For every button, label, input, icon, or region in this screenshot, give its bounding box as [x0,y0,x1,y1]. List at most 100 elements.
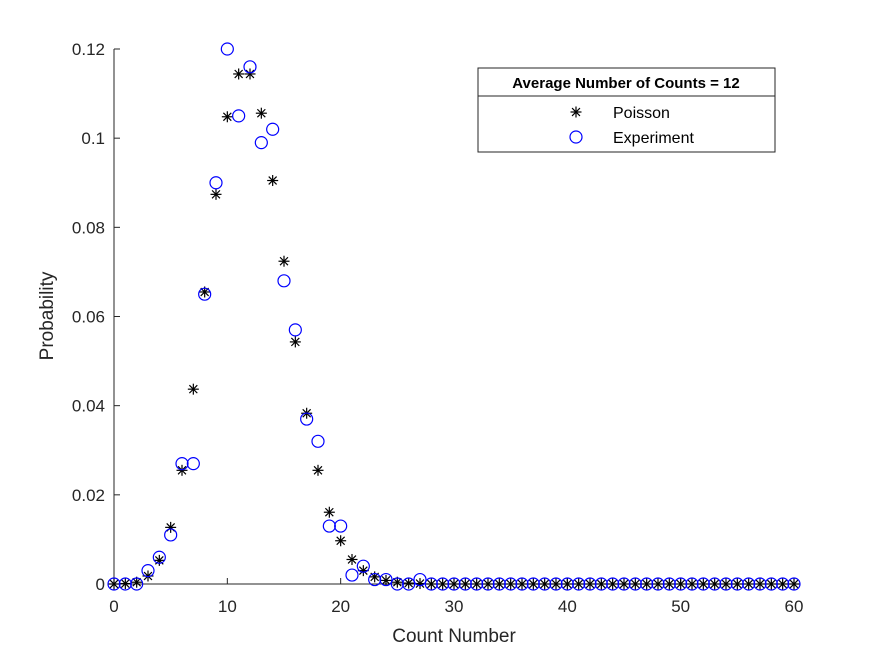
data-point-experiment [651,577,665,591]
data-point-experiment [515,577,529,591]
legend-title: Average Number of Counts = 12 [512,75,739,92]
data-point-experiment [492,577,506,591]
data-point-experiment [719,577,733,591]
data-point-experiment [118,577,132,591]
data-point-poisson [607,578,619,590]
legend-asterisk-icon [570,106,582,118]
data-point-experiment [368,572,382,587]
x-tick-label: 10 [218,597,237,616]
data-point-experiment [447,577,461,591]
data-point-experiment [742,577,756,591]
x-axis-label: Count Number [392,626,516,647]
y-tick-label: 0.04 [72,397,105,416]
data-point-poisson [312,464,324,476]
y-tick-label: 0.1 [81,129,105,148]
data-point-experiment [560,577,574,591]
data-point-poisson [323,506,335,518]
data-point-experiment [107,577,121,591]
data-point-poisson [505,578,517,590]
data-point-experiment [640,577,654,591]
data-point-experiment [379,572,393,587]
data-point-poisson [595,578,607,590]
legend-box [477,67,776,153]
series-experiment [107,42,801,591]
data-point-experiment [164,528,178,542]
data-point-experiment [322,519,336,533]
data-point-poisson [629,578,641,590]
data-point-poisson [471,578,483,590]
data-point-poisson [652,578,664,590]
y-tick-label: 0 [96,575,105,594]
data-point-poisson [618,578,630,590]
data-point-experiment [390,577,404,591]
x-tick-label: 0 [109,597,118,616]
data-point-experiment [594,577,608,591]
data-point-poisson [709,578,721,590]
y-tick-label: 0.08 [72,218,105,237]
data-point-poisson [233,68,245,80]
data-point-experiment [730,577,744,591]
data-point-experiment [152,550,166,564]
data-point-poisson [221,111,233,123]
data-point-experiment [345,568,359,582]
data-point-poisson [210,188,222,200]
data-point-experiment [277,274,291,288]
data-point-experiment [254,136,268,150]
data-point-poisson [165,521,177,533]
data-point-experiment [220,42,234,56]
data-point-experiment [549,577,563,591]
data-point-experiment [334,519,348,533]
data-point-poisson [697,578,709,590]
data-point-poisson [663,578,675,590]
data-point-poisson [754,578,766,590]
data-point-poisson [131,576,143,588]
data-point-poisson [539,578,551,590]
data-point-experiment [481,577,495,591]
data-point-experiment [753,577,767,591]
data-point-poisson [561,578,573,590]
data-point-poisson [777,578,789,590]
data-point-experiment [787,577,801,591]
data-point-experiment [764,577,778,591]
data-point-experiment [356,559,370,573]
data-point-experiment [198,287,212,301]
legend-marker-poisson [570,106,582,118]
data-point-experiment [628,577,642,591]
data-point-experiment [617,577,631,591]
data-point-poisson [119,578,131,590]
data-point-experiment [583,577,597,591]
legend: Average Number of Counts = 12 Poisson Ex… [477,67,776,153]
plot-area: 0 10 20 30 40 50 60 0 0.02 0.04 0.06 0.08 0.1 0.12 [72,40,804,616]
data-point-experiment [685,577,699,591]
data-point-experiment [311,434,325,448]
legend-entry-poisson: Poisson [613,105,670,122]
data-point-poisson [278,255,290,267]
data-point-poisson [550,578,562,590]
data-point-experiment [300,412,314,426]
y-axis-label: Probability [37,271,58,360]
data-point-experiment [424,577,438,591]
legend-entry-experiment: Experiment [613,130,694,147]
data-point-poisson [187,383,199,395]
data-point-poisson [765,578,777,590]
data-point-poisson [425,578,437,590]
data-point-experiment [458,577,472,591]
data-point-poisson [731,578,743,590]
data-point-experiment [402,577,416,591]
data-point-poisson [493,578,505,590]
data-point-poisson [267,175,279,187]
data-point-poisson [641,578,653,590]
data-point-experiment [243,60,257,74]
legend-circle-icon [569,130,583,144]
data-point-experiment [538,577,552,591]
data-point-poisson [153,554,165,566]
y-tick-label: 0.12 [72,40,105,59]
data-point-poisson [675,578,687,590]
data-point-poisson [459,578,471,590]
data-point-experiment [141,564,155,578]
data-point-experiment [674,577,688,591]
data-point-poisson [584,578,596,590]
data-point-experiment [526,577,540,591]
data-point-poisson [720,578,732,590]
data-point-poisson [527,578,539,590]
